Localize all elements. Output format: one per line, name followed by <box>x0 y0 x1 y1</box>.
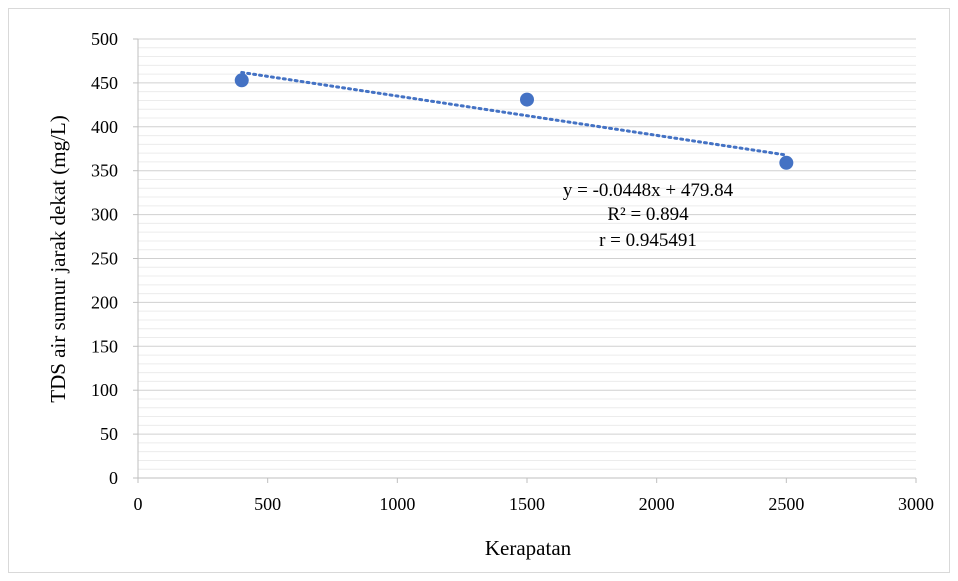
y-axis-title: TDS air sumur jarak dekat (mg/L) <box>46 115 70 403</box>
y-tick-label: 500 <box>91 29 118 49</box>
trendline-layer <box>240 70 788 157</box>
data-points <box>234 73 794 170</box>
x-tick-label: 1000 <box>379 494 415 514</box>
linear-trendline <box>240 70 788 157</box>
tick-labels: 0 50 100 150 200 250 300 350 400 450 500 0 500 1000 15… <box>91 29 934 514</box>
data-point <box>234 73 249 88</box>
r-value-label: r = 0.945491 <box>599 230 697 251</box>
data-point <box>779 155 794 170</box>
r-squared-label: R² = 0.894 <box>607 204 689 225</box>
x-tick-label: 2000 <box>639 494 675 514</box>
y-tick-label: 150 <box>91 336 118 356</box>
x-tick-label: 500 <box>254 494 281 514</box>
x-axis-title: Kerapatan <box>485 536 572 560</box>
chart-frame <box>8 8 950 573</box>
y-tick-label: 200 <box>91 292 118 312</box>
y-tick-label: 100 <box>91 380 118 400</box>
y-tick-label: 0 <box>109 468 118 488</box>
y-tick-label: 450 <box>91 73 118 93</box>
x-tick-label: 3000 <box>898 494 934 514</box>
x-tick-label: 1500 <box>509 494 545 514</box>
x-tick-label: 2500 <box>768 494 804 514</box>
x-tick-label: 0 <box>134 494 143 514</box>
y-tick-label: 400 <box>91 117 118 137</box>
data-point <box>520 92 534 107</box>
axes <box>133 38 917 483</box>
y-tick-label: 50 <box>100 424 118 444</box>
trendline-equation: y = -0.0448x + 479.84 <box>563 180 734 201</box>
y-tick-label: 300 <box>91 205 118 225</box>
y-tick-label: 350 <box>91 161 118 181</box>
y-tick-label: 250 <box>91 249 118 269</box>
